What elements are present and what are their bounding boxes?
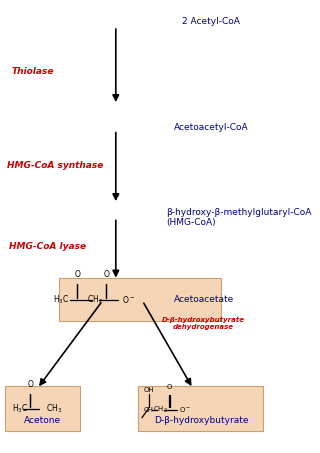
Text: Acetoacetate: Acetoacetate xyxy=(173,295,234,304)
Text: Acetoacetyl-CoA: Acetoacetyl-CoA xyxy=(174,123,249,132)
Text: $\mathrm{H_3C}$: $\mathrm{H_3C}$ xyxy=(12,403,28,415)
Text: O: O xyxy=(104,270,109,279)
Text: $\mathrm{H_3C}$: $\mathrm{H_3C}$ xyxy=(53,294,69,306)
Text: OH: OH xyxy=(144,386,154,393)
Text: O: O xyxy=(167,385,172,390)
FancyBboxPatch shape xyxy=(59,278,221,321)
Text: Thiolase: Thiolase xyxy=(12,67,54,76)
Text: D-β-hydroxybutyrate: D-β-hydroxybutyrate xyxy=(154,416,248,425)
Text: β-hydroxy-β-methylglutaryl-CoA
(HMG-CoA): β-hydroxy-β-methylglutaryl-CoA (HMG-CoA) xyxy=(166,208,312,227)
Text: 2 Acetyl-CoA: 2 Acetyl-CoA xyxy=(182,17,240,26)
FancyBboxPatch shape xyxy=(139,386,263,431)
Text: HMG-CoA lyase: HMG-CoA lyase xyxy=(9,242,86,251)
Text: CH: CH xyxy=(144,407,154,413)
Text: $\mathrm{CH_2}$: $\mathrm{CH_2}$ xyxy=(153,405,167,415)
Text: $\mathrm{O^-}$: $\mathrm{O^-}$ xyxy=(122,294,135,305)
Text: $\mathrm{O^-}$: $\mathrm{O^-}$ xyxy=(179,405,191,414)
Text: $\mathrm{CH_2}$: $\mathrm{CH_2}$ xyxy=(87,294,103,306)
Text: O: O xyxy=(74,270,80,279)
Text: Acetone: Acetone xyxy=(24,416,61,425)
Text: O: O xyxy=(27,380,33,389)
Text: D-β-hydroxybutyrate
dehydrogenase: D-β-hydroxybutyrate dehydrogenase xyxy=(162,317,245,330)
FancyBboxPatch shape xyxy=(5,386,80,431)
Text: HMG-CoA synthase: HMG-CoA synthase xyxy=(7,161,103,170)
Text: $\mathrm{CH_3}$: $\mathrm{CH_3}$ xyxy=(46,403,62,415)
